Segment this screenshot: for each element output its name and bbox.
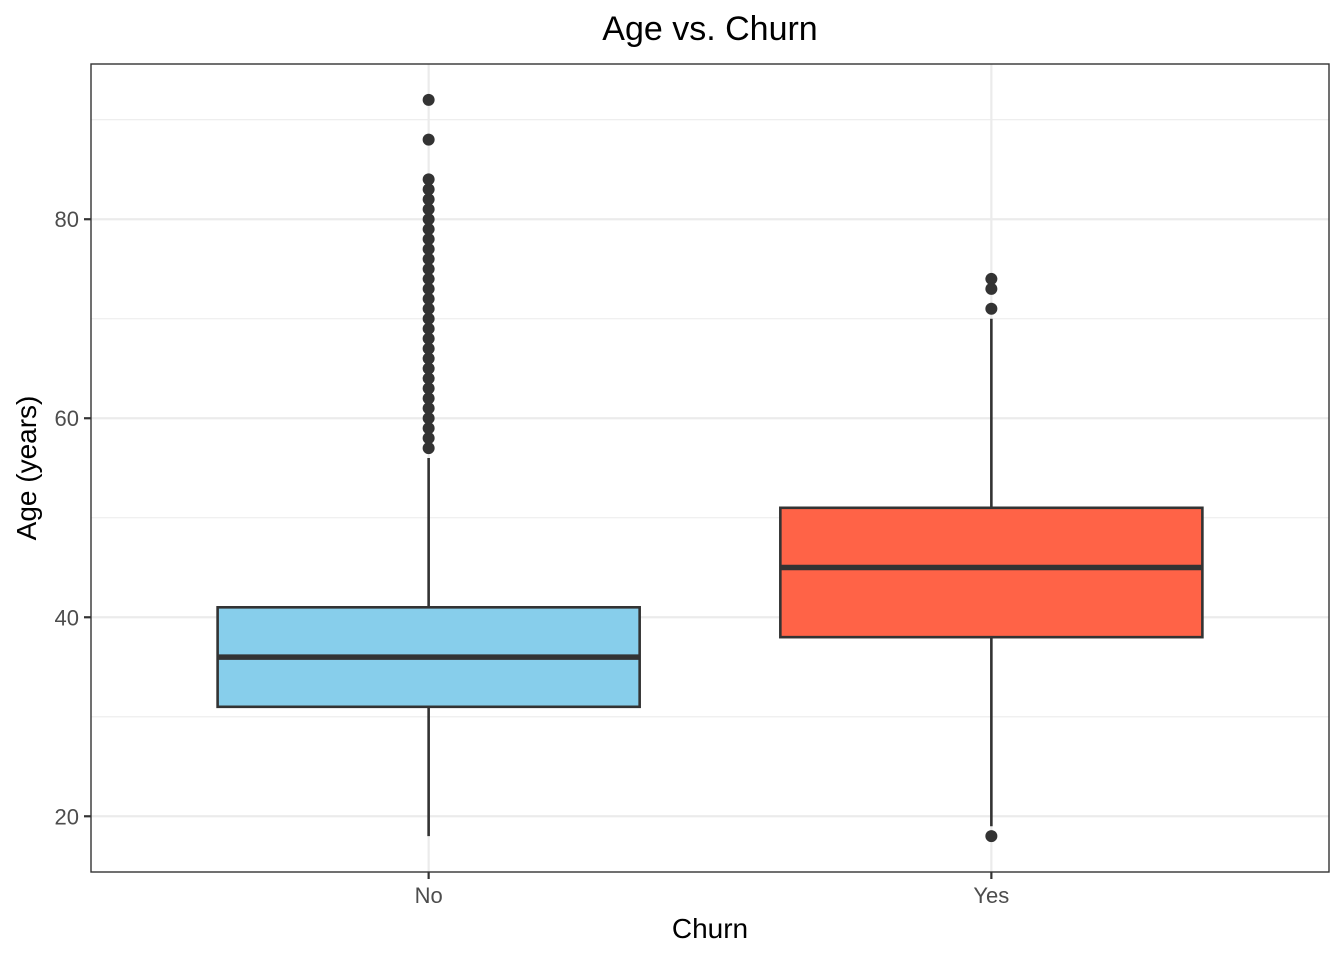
iqr-box: [779, 506, 1204, 639]
outlier-point: [422, 183, 435, 196]
outlier-point: [422, 292, 435, 305]
y-tick-label: 20: [55, 804, 79, 829]
outlier-point: [422, 203, 435, 216]
outlier-point: [422, 253, 435, 266]
outlier-point: [422, 392, 435, 405]
y-tick-label: 40: [55, 605, 79, 630]
outlier-point: [422, 173, 435, 186]
y-tick-label: 80: [55, 207, 79, 232]
outlier-point: [422, 322, 435, 335]
box-group-yes: [779, 272, 1204, 843]
outlier-point: [422, 93, 435, 106]
y-axis-title: Age (years): [11, 396, 42, 541]
outlier-point: [422, 223, 435, 236]
x-tick-label: No: [415, 883, 443, 908]
x-axis-title: Churn: [672, 913, 748, 944]
grid-layer: [91, 64, 1329, 872]
chart-title: Age vs. Churn: [602, 10, 817, 48]
outlier-point: [422, 262, 435, 275]
x-axis: No Yes: [415, 872, 1009, 908]
outlier-point: [422, 432, 435, 445]
outlier-point: [422, 243, 435, 256]
outlier-point: [422, 193, 435, 206]
outlier-point: [422, 382, 435, 395]
x-tick-label: Yes: [973, 883, 1009, 908]
outlier-point: [422, 342, 435, 355]
y-axis: 20 40 60 80: [55, 207, 91, 829]
outlier-point: [422, 442, 435, 455]
outlier-point: [422, 302, 435, 315]
outlier-point: [985, 830, 998, 843]
outlier-point: [422, 133, 435, 146]
outlier-point: [985, 282, 998, 295]
outlier-point: [422, 402, 435, 415]
box-group-no: [216, 93, 641, 837]
outlier-point: [422, 272, 435, 285]
outlier-point: [422, 312, 435, 325]
y-tick-label: 60: [55, 406, 79, 431]
outlier-point: [422, 213, 435, 226]
outlier-point: [422, 233, 435, 246]
boxes-layer: [216, 93, 1204, 843]
outlier-point: [422, 422, 435, 435]
outlier-point: [422, 412, 435, 425]
panel-border: [90, 63, 1330, 873]
outlier-point: [985, 302, 998, 315]
outlier-point: [422, 332, 435, 345]
outlier-point: [422, 362, 435, 375]
outlier-point: [422, 282, 435, 295]
outlier-point: [985, 272, 998, 285]
outlier-point: [422, 372, 435, 385]
outlier-point: [422, 352, 435, 365]
